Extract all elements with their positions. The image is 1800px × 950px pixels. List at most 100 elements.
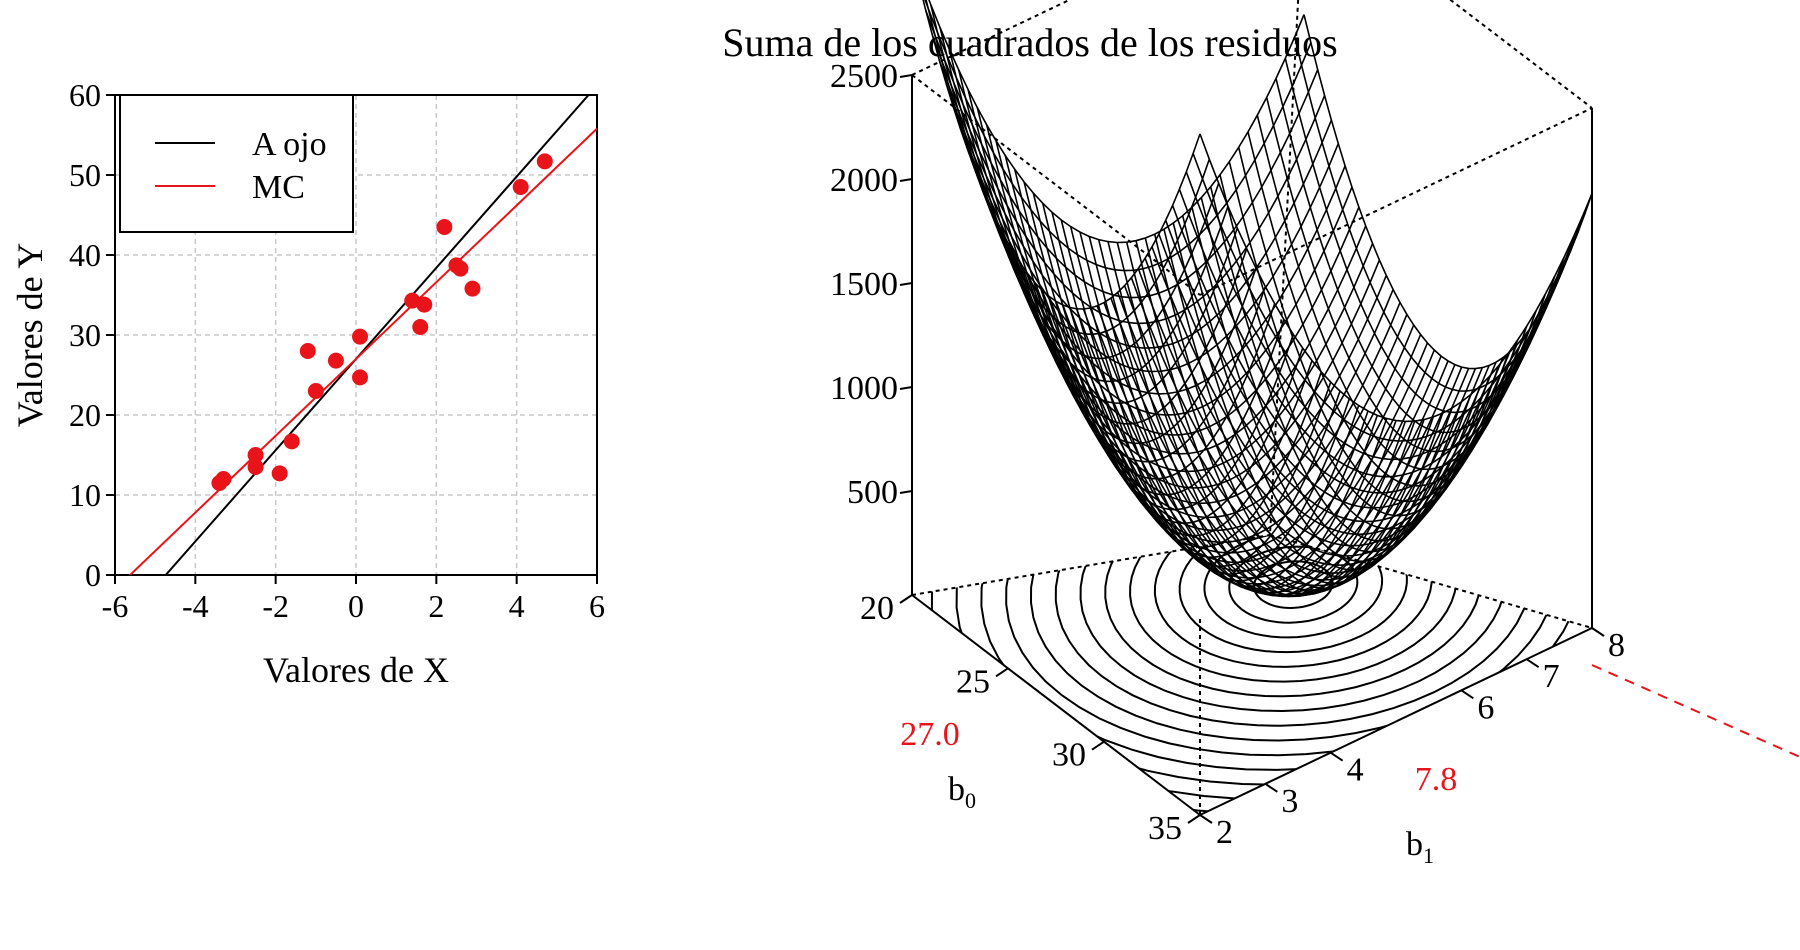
mesh-line-b0: [1209, 186, 1500, 542]
y-tick-label: 0: [85, 557, 101, 593]
b0-tick-mark: [899, 594, 913, 604]
x-tick-label: -2: [262, 588, 289, 624]
b1-tick-mark: [1526, 658, 1540, 668]
mesh-line-b0: [1041, 203, 1332, 559]
mesh-line-b0: [1116, 242, 1407, 598]
z-tick-label: 1500: [830, 266, 898, 303]
b0-ticks: 20 25 30 35: [860, 590, 1201, 847]
scatter-chart: -6 -4 -2 0 2 4 6 0 10 20 30 40 50 60 Valores de X Va…: [10, 77, 605, 690]
b1-tick-label: 7: [1543, 658, 1560, 695]
b0-tick-label: 35: [1148, 810, 1182, 847]
b1-tick-label: 2: [1216, 814, 1233, 851]
surface-title: Suma de los cuadrados de los residuos: [722, 20, 1337, 65]
b1-tick-mark: [1199, 814, 1213, 824]
contour-line: [1079, 535, 1508, 713]
mesh-line-b0: [1032, 192, 1323, 548]
b0-minimum-label: 27.0: [900, 716, 960, 753]
b0-tick-label: 30: [1052, 737, 1086, 774]
b0-axis-label: b0: [948, 771, 976, 813]
x-ticks: -6 -4 -2 0 2 4 6: [102, 575, 605, 624]
data-point: [215, 471, 232, 487]
box-edge-back-right: [1448, 0, 1593, 109]
b0-tick-label: 25: [956, 663, 990, 700]
mesh-line-b0: [957, 69, 1248, 425]
z-tick-mark: [899, 386, 913, 390]
surface-mesh: [922, 0, 1593, 598]
contour-line: [1178, 535, 1408, 654]
y-tick-label: 60: [69, 77, 101, 113]
mesh-line-b0: [1051, 212, 1341, 568]
mesh-line-b0: [922, 0, 1201, 310]
mesh-line-b0: [1293, 36, 1584, 392]
data-points: [211, 153, 553, 491]
mesh-line-b0: [1023, 181, 1313, 537]
b1-tick-label: 8: [1608, 627, 1625, 664]
x-tick-label: 4: [509, 588, 525, 624]
mesh-line-b0: [1135, 240, 1425, 596]
x-tick-label: 0: [348, 588, 364, 624]
y-tick-label: 10: [69, 477, 101, 513]
z-tick-label: 1000: [830, 370, 898, 407]
b0-tick-mark: [995, 667, 1009, 678]
mesh-line-b0: [1069, 226, 1360, 582]
data-point: [271, 465, 288, 482]
contour-line: [1129, 535, 1458, 683]
z-tick-mark: [899, 490, 913, 494]
b0-axis-letter: b: [948, 771, 965, 808]
data-point: [283, 433, 300, 450]
z-tick-label: 2500: [830, 58, 898, 95]
data-point: [512, 179, 529, 195]
mesh-line-b0: [1144, 237, 1435, 593]
data-point: [299, 343, 316, 359]
data-point: [247, 459, 264, 475]
mesh-line-b0: [1228, 161, 1519, 517]
mesh-line-b0: [1181, 215, 1472, 571]
data-point: [352, 328, 369, 345]
surface-chart: Suma de los cuadrados de los residuos 50…: [722, 0, 1800, 868]
b1-ticks: 2 3 4 6 7 8: [1199, 627, 1625, 851]
x-axis-label: Valores de X: [263, 650, 449, 690]
legend-box: [119, 94, 354, 233]
surface-box-front: [911, 74, 1593, 815]
data-point: [436, 219, 453, 235]
fit-line: [128, 127, 597, 575]
contour-line: [1104, 535, 1483, 698]
box-edge-back-left: [911, 0, 1072, 76]
z-tick-mark: [899, 74, 913, 78]
y-axis-label: Valores de Y: [10, 243, 50, 428]
mesh-line-b0: [967, 89, 1257, 445]
contour-line: [1054, 535, 1532, 727]
mesh-line-b0: [1004, 155, 1295, 511]
fit-lines: [128, 95, 597, 575]
scatter-grid: [115, 95, 597, 575]
surface-box-back: [911, 0, 1593, 629]
x-tick-label: 6: [589, 588, 605, 624]
data-point: [536, 153, 553, 170]
b1-tick-mark: [1264, 783, 1278, 793]
y-tick-label: 40: [69, 237, 101, 273]
b1-axis-letter: b: [1406, 826, 1423, 863]
data-point: [404, 292, 421, 309]
y-tick-label: 30: [69, 317, 101, 353]
z-tick-label: 500: [847, 474, 898, 511]
mesh-line-b0: [1079, 231, 1369, 588]
mesh-line-b0: [1256, 115, 1547, 471]
b0-tick-mark: [1187, 814, 1201, 824]
minimum-projection-line: [1591, 664, 1800, 758]
mesh-line-b0: [1172, 222, 1463, 578]
x-tick-label: -4: [182, 588, 209, 624]
b1-tick-label: 3: [1281, 783, 1298, 820]
y-ticks: 0 10 20 30 40 50 60: [69, 77, 115, 593]
data-point: [352, 369, 369, 386]
data-point: [464, 280, 481, 297]
legend-label-mc: MC: [252, 169, 305, 206]
mesh-line-b0: [1237, 147, 1528, 503]
mesh-line-b0: [976, 107, 1267, 463]
mesh-line-b0: [1247, 131, 1537, 487]
mesh-line-b0: [985, 124, 1276, 480]
legend-label-a-ojo: A ojo: [252, 126, 327, 163]
z-tick-label: 2000: [830, 162, 898, 199]
box-edge-back-vertical: [1269, 0, 1300, 536]
mesh-line-b1: [1158, 233, 1552, 523]
y-tick-label: 50: [69, 157, 101, 193]
